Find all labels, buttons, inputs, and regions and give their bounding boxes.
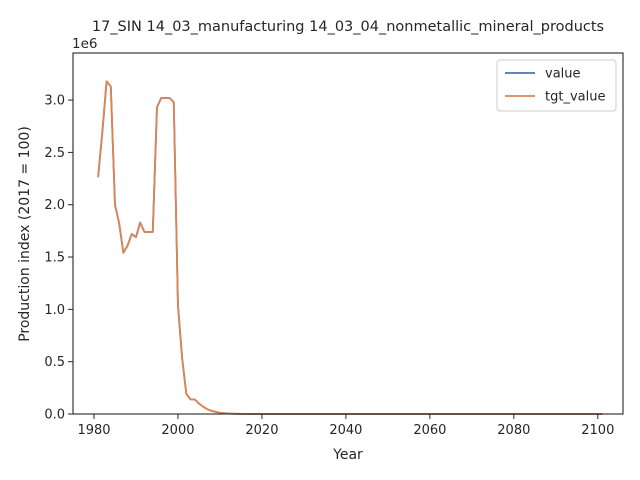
- plot-area: [73, 53, 623, 414]
- legend: value tgt_value: [496, 59, 617, 112]
- chart-title: 17_SIN 14_03_manufacturing 14_03_04_nonm…: [92, 19, 604, 35]
- x-axis-label: Year: [332, 447, 363, 463]
- x-tick-label: 2000: [161, 423, 194, 438]
- y-tick-label: 0.5: [44, 355, 65, 370]
- x-tick-label: 2100: [581, 423, 614, 438]
- y-axis-multiplier: 1e6: [72, 36, 97, 52]
- y-tick-label: 2.5: [44, 146, 65, 161]
- x-tick-label: 2020: [245, 423, 278, 438]
- x-tick-label: 2040: [329, 423, 362, 438]
- y-tick-label: 3.0: [44, 94, 65, 109]
- x-tick-label: 2080: [497, 423, 530, 438]
- y-tick-label: 1.5: [44, 251, 65, 266]
- axes-layer: 1980 2000 2020 2040 2060 2080 2100 0.0 0.5 1.0 1.5…: [44, 52, 624, 438]
- x-tick-label: 2060: [413, 423, 446, 438]
- axes-frame: [72, 52, 624, 415]
- x-tick-label: 1980: [77, 423, 110, 438]
- y-tick-label: 0.0: [44, 408, 65, 423]
- plot-background: [73, 53, 623, 414]
- y-axis-label: Production index (2017 = 100): [17, 126, 33, 342]
- legend-label-tgt-value: tgt_value: [545, 90, 605, 105]
- y-tick-label: 1.0: [44, 303, 65, 318]
- y-tick-label: 2.0: [44, 198, 65, 213]
- legend-label-value: value: [545, 67, 581, 82]
